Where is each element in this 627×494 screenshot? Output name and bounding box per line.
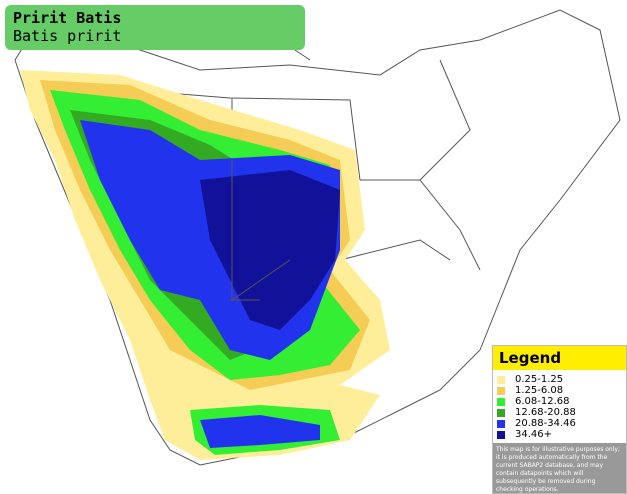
legend-item: 1.25-6.08	[497, 385, 626, 396]
legend-swatch	[497, 430, 505, 439]
legend-swatch	[497, 386, 505, 395]
legend-swatch	[497, 419, 505, 428]
legend-swatch	[497, 375, 505, 384]
range-cells	[20, 70, 390, 460]
legend-label: 1.25-6.08	[515, 385, 564, 396]
legend-label: 12.68-20.88	[515, 407, 576, 418]
legend-label: 34.46+	[515, 429, 553, 440]
border-overlay	[230, 160, 291, 301]
legend-swatch	[497, 408, 505, 417]
title: Pririt Batis	[13, 9, 122, 27]
legend-item: 12.68-20.88	[497, 407, 626, 418]
title-box: Pririt Batis Batis pririt	[5, 5, 305, 50]
legend-item: 34.46+	[497, 429, 626, 440]
legend: Legend 0.25-1.25 1.25-6.08 6.08-12.68 12.68…	[492, 345, 627, 494]
legend-item: 20.88-34.46	[497, 418, 626, 429]
legend-swatch	[497, 397, 505, 406]
legend-item: 0.25-1.25	[497, 374, 626, 385]
legend-item: 6.08-12.68	[497, 396, 626, 407]
legend-label: 0.25-1.25	[515, 374, 564, 385]
subtitle: Batis pririt	[13, 27, 122, 45]
legend-label: 20.88-34.46	[515, 418, 576, 429]
disclaimer: This map is for illustrative purposes on…	[493, 443, 626, 493]
legend-title: Legend	[493, 346, 626, 370]
legend-label: 6.08-12.68	[515, 396, 570, 407]
legend-items: 0.25-1.25 1.25-6.08 6.08-12.68 12.68-20.88 2…	[493, 370, 626, 440]
